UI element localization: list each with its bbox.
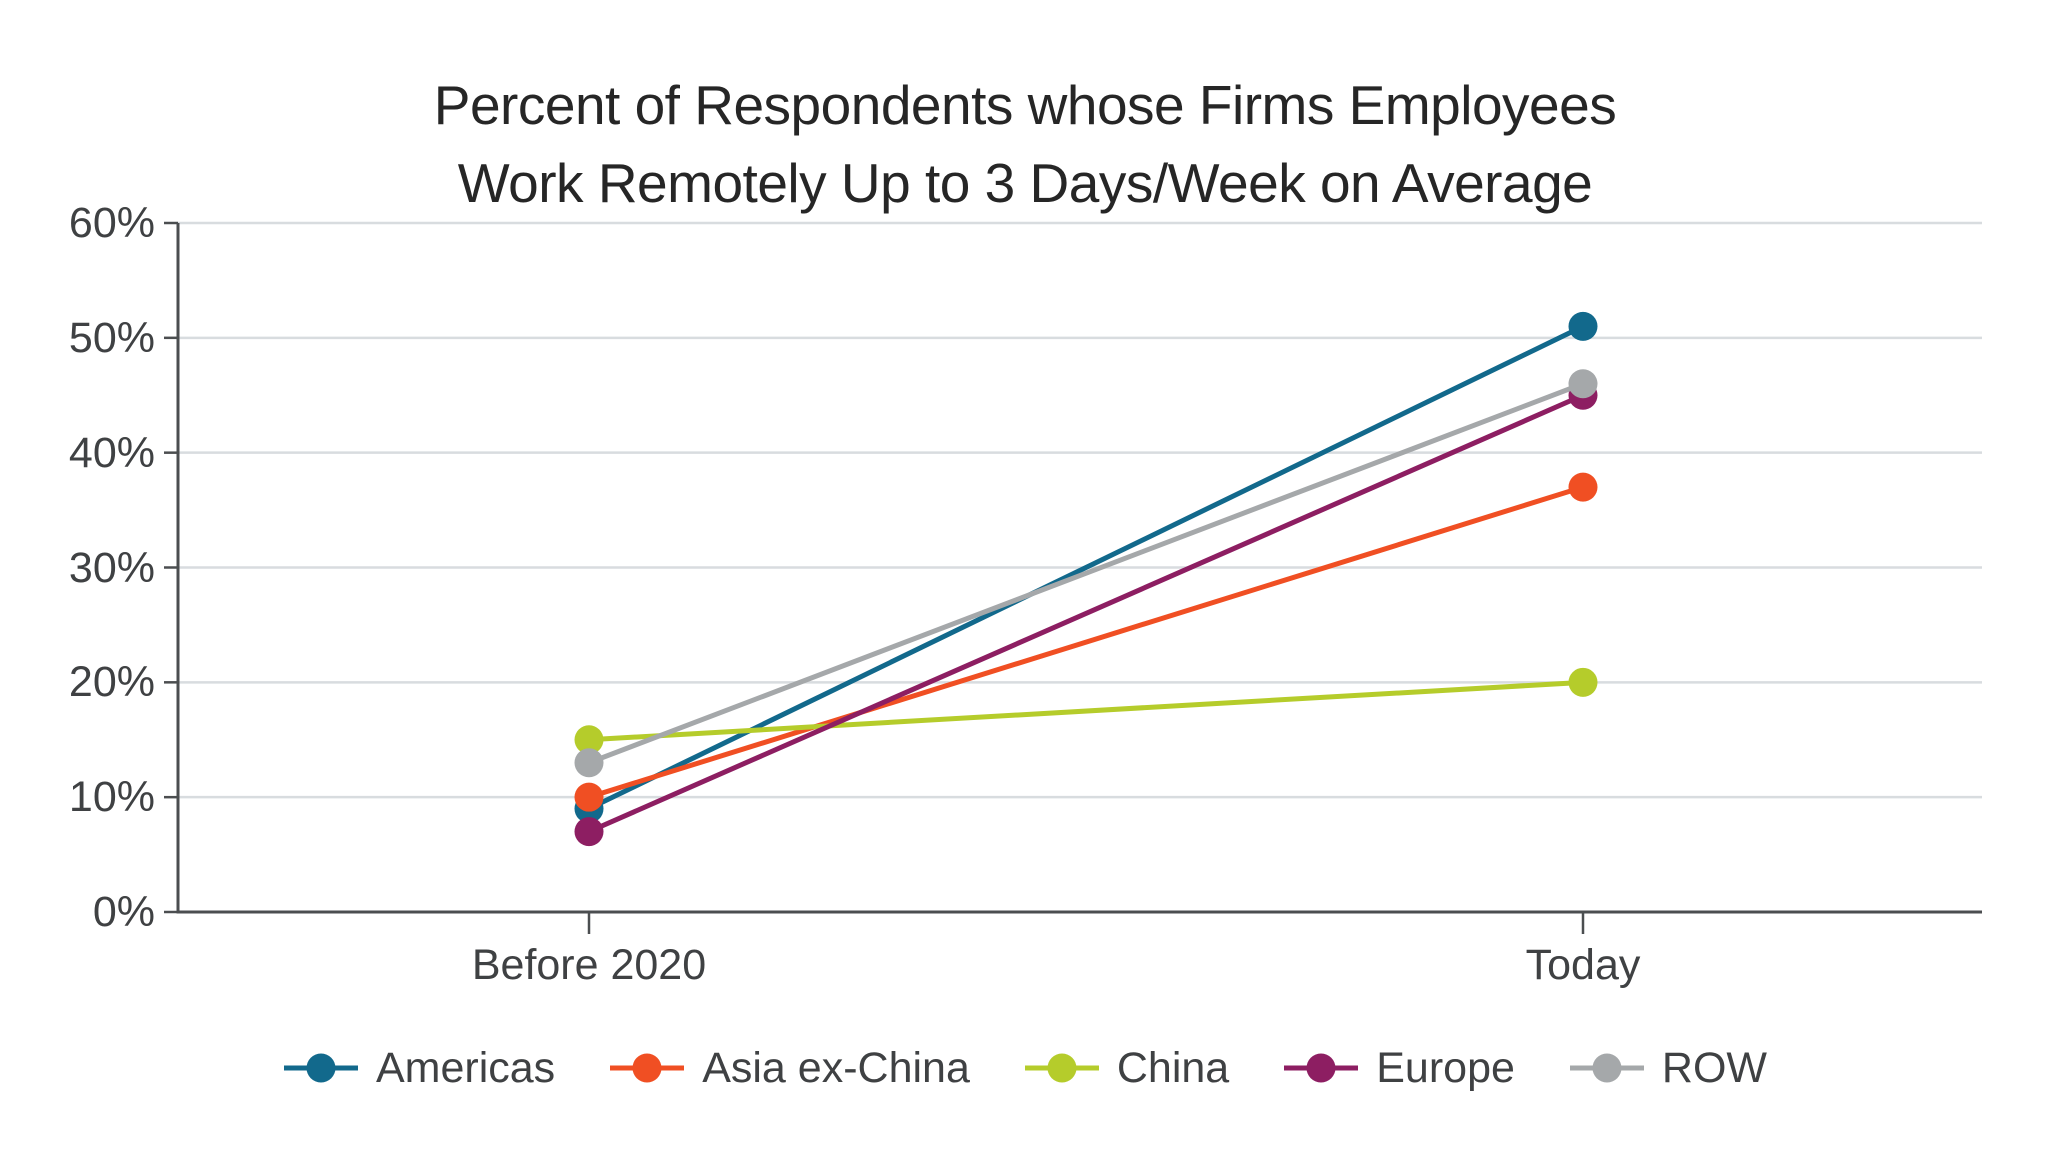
y-axis-label: 50% — [68, 313, 155, 362]
y-axis-label: 20% — [68, 658, 155, 707]
series-line-china — [588, 679, 1584, 743]
legend-item-china: China — [1024, 1042, 1229, 1094]
series-marker-asia-ex-china — [574, 782, 604, 812]
chart-legend: Americas Asia ex-China China Europe ROW — [0, 1042, 2050, 1094]
x-axis-label: Before 2020 — [471, 941, 707, 989]
series-marker-europe — [574, 817, 604, 847]
legend-label: Asia ex-China — [702, 1044, 970, 1092]
legend-label: Europe — [1376, 1044, 1515, 1092]
legend-item-asia-ex-china: Asia ex-China — [609, 1042, 970, 1094]
legend-label: China — [1116, 1044, 1230, 1092]
legend-item-row: ROW — [1569, 1042, 1767, 1094]
series-line-row — [588, 381, 1584, 766]
series-line-asia-ex-china — [588, 484, 1584, 800]
series-marker-americas — [1568, 311, 1598, 341]
legend-marker-icon — [1284, 1053, 1359, 1083]
y-axis-label: 60% — [68, 199, 155, 247]
series-marker-row — [1568, 369, 1598, 399]
legend-marker-icon — [1024, 1053, 1099, 1083]
series-marker-asia-ex-china — [1568, 472, 1598, 502]
chart-title: Percent of Respondents whose Firms Emplo… — [0, 66, 2050, 222]
legend-item-americas: Americas — [283, 1042, 555, 1094]
legend-marker-icon — [610, 1053, 685, 1083]
legend-item-europe: Europe — [1283, 1042, 1515, 1094]
series-line-europe — [587, 392, 1585, 834]
legend-marker-icon — [1569, 1053, 1644, 1083]
series-marker-china — [1568, 667, 1598, 697]
y-axis-label: 10% — [68, 773, 155, 822]
x-axis-label: Today — [1525, 941, 1641, 989]
series-marker-china — [574, 725, 604, 755]
y-axis-label: 40% — [68, 428, 155, 477]
legend-label: Americas — [375, 1044, 556, 1092]
chart-title-line1: Percent of Respondents whose Firms Emplo… — [433, 74, 1617, 136]
chart-title-line2: Work Remotely Up to 3 Days/Week on Avera… — [457, 152, 1593, 214]
legend-label: ROW — [1661, 1044, 1767, 1092]
y-axis-label: 0% — [92, 888, 155, 936]
legend-marker-icon — [283, 1053, 358, 1083]
y-axis-label: 30% — [68, 543, 155, 592]
series-marker-row — [574, 748, 604, 778]
